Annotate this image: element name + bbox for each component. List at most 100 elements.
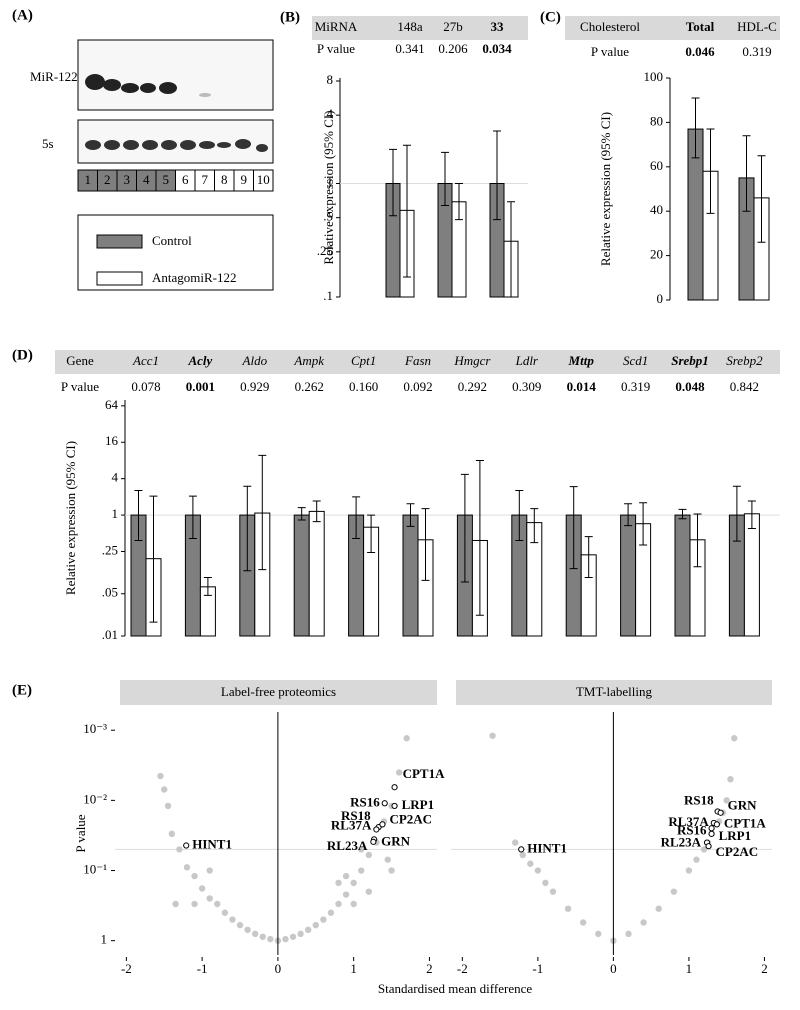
category-label: Fasn [404, 353, 431, 368]
highlighted-point [708, 830, 715, 837]
highlighted-point [518, 846, 525, 853]
point [542, 879, 549, 887]
lane-label: 6 [182, 172, 189, 187]
highlighted-point [705, 843, 712, 850]
p-value: 0.319 [742, 44, 771, 59]
y-tick-label: .25 [102, 542, 118, 557]
p-value: 0.319 [621, 379, 650, 394]
point-label: HINT1 [192, 836, 232, 851]
bar [308, 510, 325, 637]
highlighted-point [713, 821, 720, 828]
y-tick-label: .5 [323, 209, 333, 224]
point [670, 888, 678, 895]
point [183, 864, 191, 871]
error-bar [149, 495, 158, 623]
point [342, 891, 350, 898]
y-tick-label: 100 [644, 69, 664, 84]
error-bar [455, 182, 463, 221]
panel-label: (A) [12, 7, 33, 23]
lane-label: 8 [221, 172, 228, 187]
error-bar [493, 130, 501, 221]
point [527, 860, 534, 867]
p-value: 0.048 [675, 379, 705, 394]
highlighted-point [379, 821, 386, 828]
point [244, 926, 251, 934]
category-label: Mttp [568, 353, 595, 368]
point-label: LRP1 [402, 797, 435, 812]
point-label: RL23A [661, 835, 702, 850]
highlighted-point [381, 800, 388, 807]
blot-row-label: MiR-122 [30, 69, 78, 84]
bar [402, 514, 419, 637]
point [512, 839, 519, 846]
y-tick-label: 10⁻² [83, 791, 107, 806]
point [384, 856, 391, 863]
point [358, 846, 365, 853]
point [168, 830, 176, 838]
p-value: 0.341 [395, 41, 424, 56]
p-value: 0.292 [458, 379, 487, 394]
error-bar [691, 97, 700, 159]
p-value: 0.160 [349, 379, 378, 394]
point [157, 772, 164, 780]
facet-title: Label-free proteomics [221, 684, 336, 699]
point-label: RS16 [350, 794, 380, 809]
category-label: Ampk [293, 353, 324, 368]
panel-label: (C) [540, 9, 561, 25]
y-axis-label: Relative expression (95% CI) [63, 441, 78, 595]
legend-swatch [96, 234, 143, 249]
highlighted-point [370, 838, 377, 845]
point [191, 872, 198, 880]
point [176, 846, 183, 853]
point [335, 900, 342, 908]
x-axis-label: Standardised mean difference [378, 981, 532, 996]
lane-label: 4 [143, 172, 150, 187]
point [685, 867, 693, 874]
error-bar [507, 201, 515, 298]
x-tick-label: -2 [121, 961, 132, 976]
y-tick-label: 1 [112, 506, 119, 521]
facet-title: TMT-labelling [576, 684, 653, 699]
error-bar [352, 496, 361, 539]
pvalue-label: P value [317, 41, 355, 56]
point-label: HINT1 [527, 840, 567, 855]
point [305, 926, 312, 934]
point-label: RS18 [684, 792, 714, 807]
error-bar [460, 473, 469, 583]
p-value: 0.842 [730, 379, 759, 394]
y-tick-label: 4 [112, 470, 119, 485]
category-label: 33 [491, 19, 505, 34]
point-label: CP2AC [389, 811, 432, 826]
point [534, 867, 542, 874]
pvalue-label: P value [591, 44, 629, 59]
category-label: Aldo [242, 353, 268, 368]
mir-bands [85, 74, 211, 97]
point-label: RS18 [341, 808, 371, 823]
error-bar [297, 507, 306, 521]
y-tick-label: 4 [327, 106, 334, 121]
p-value: 0.309 [512, 379, 541, 394]
highlighted-point [708, 825, 715, 832]
error-bar [258, 454, 267, 571]
x-tick-label: -1 [532, 961, 543, 976]
highlighted-point [373, 826, 380, 833]
y-tick-label: 1 [327, 174, 334, 189]
table-header-bg [565, 16, 780, 40]
y-tick-label: .05 [102, 585, 118, 600]
y-tick-label: 80 [650, 113, 663, 128]
point [214, 900, 221, 908]
point [312, 921, 319, 929]
category-label: Acly [187, 353, 212, 368]
lane-label: 7 [202, 172, 209, 187]
point [655, 905, 662, 912]
lane-label: 10 [257, 172, 270, 187]
y-axis-label: Relative expression (95% CI) [598, 112, 613, 266]
point [358, 867, 365, 874]
table-header: MiRNA [315, 19, 358, 34]
error-bar [475, 459, 484, 616]
point [489, 732, 496, 739]
point [206, 895, 213, 902]
category-label: Hmgcr [453, 353, 491, 368]
point [327, 909, 335, 916]
point-label: LRP1 [719, 828, 752, 843]
